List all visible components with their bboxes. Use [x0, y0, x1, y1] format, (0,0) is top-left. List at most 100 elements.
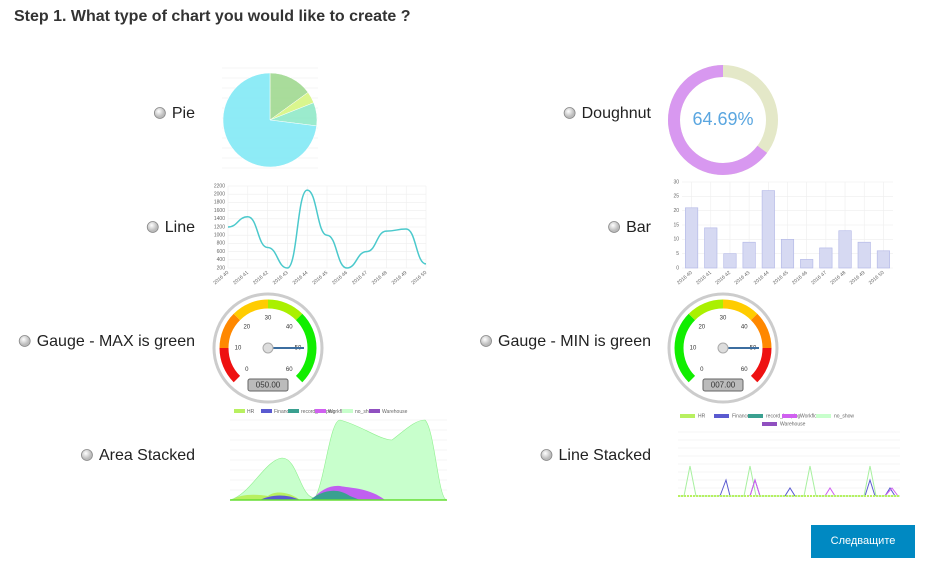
- bar: [819, 247, 833, 269]
- option-label[interactable]: Gauge - MIN is green: [498, 333, 651, 350]
- doughnut-label: 64.69%: [692, 109, 753, 129]
- gauge-scale-label: 60: [286, 367, 293, 373]
- gauge-band: [219, 347, 241, 383]
- legend-swatch: [261, 409, 272, 413]
- x-tick-label: 2016 46: [331, 270, 349, 286]
- area: [260, 495, 300, 500]
- option-label[interactable]: Doughnut: [582, 105, 652, 122]
- gauge-scale-label: 60: [741, 367, 748, 373]
- radio[interactable]: [480, 335, 492, 347]
- gauge-scale-label: 40: [741, 324, 748, 330]
- gauge-scale-label: 20: [698, 324, 705, 330]
- legend-swatch: [714, 414, 729, 418]
- x-tick-label: 2016 42: [714, 270, 732, 286]
- button-label[interactable]: Следващите: [831, 535, 896, 547]
- legend-label: HR: [247, 409, 255, 415]
- radio[interactable]: [18, 335, 31, 347]
- legend-label: Warehouse: [382, 409, 408, 415]
- option-label[interactable]: Pie: [172, 105, 195, 122]
- gauge-band: [295, 313, 317, 383]
- bar: [723, 253, 737, 269]
- gauge-scale-label: 10: [690, 346, 697, 352]
- y-tick-label: 400: [217, 257, 226, 263]
- radio[interactable]: [608, 221, 620, 233]
- gauge-band: [750, 347, 772, 383]
- x-tick-label: 2016 43: [734, 270, 752, 286]
- legend-label: Workflow: [328, 409, 349, 415]
- legend-label: no_show: [834, 413, 854, 419]
- page-title: Step 1. What type of chart you would lik…: [14, 8, 411, 25]
- pie-slice: [222, 72, 317, 168]
- bar: [761, 190, 775, 269]
- x-tick-label: 2016 44: [292, 270, 310, 286]
- gauge-hub: [262, 342, 274, 354]
- y-tick-label: 25: [673, 194, 679, 200]
- radio[interactable]: [563, 107, 576, 119]
- next-button[interactable]: Следващите: [811, 525, 915, 558]
- x-tick-label: 2016 49: [849, 270, 867, 286]
- gauge-band: [688, 299, 724, 321]
- legend-swatch: [315, 409, 326, 413]
- bar: [780, 239, 795, 269]
- legend-swatch: [748, 414, 763, 418]
- legend-swatch: [680, 414, 695, 418]
- x-tick-label: 2016 47: [351, 270, 369, 286]
- x-tick-label: 2016 49: [391, 270, 409, 286]
- x-tick-label: 2016 40: [212, 270, 230, 286]
- bar: [685, 207, 699, 269]
- gauge-readout-box: [702, 378, 744, 392]
- bar: [704, 227, 718, 269]
- y-tick-label: 1400: [214, 216, 225, 222]
- x-tick-label: 2016 50: [868, 270, 886, 286]
- y-tick-label: 5: [676, 251, 679, 257]
- x-tick-label: 2016 45: [772, 270, 790, 286]
- area: [229, 419, 448, 501]
- gauge-readout: 050.00: [256, 381, 281, 390]
- radio[interactable]: [153, 107, 166, 119]
- gauge-readout: 007.00: [711, 381, 736, 390]
- legend-label: Warehouse: [780, 421, 806, 427]
- option-label[interactable]: Line Stacked: [558, 447, 651, 464]
- y-tick-label: 200: [217, 265, 226, 271]
- gauge-hub: [717, 342, 729, 354]
- radio[interactable]: [146, 221, 159, 233]
- radio[interactable]: [540, 449, 553, 461]
- gauge-band: [674, 313, 696, 383]
- y-tick-label: 30: [673, 179, 679, 185]
- y-tick-label: 1000: [214, 233, 225, 239]
- gauge-band: [750, 313, 772, 349]
- y-tick-label: 1800: [214, 200, 225, 206]
- gauge-band: [219, 313, 241, 349]
- doughnut-arc: [668, 65, 778, 175]
- gauge-scale-label: 30: [720, 316, 727, 322]
- legend-label: Finance: [732, 413, 750, 419]
- legend-swatch: [762, 422, 777, 426]
- y-tick-label: 2200: [214, 183, 225, 189]
- gauge-readout-box: [247, 378, 289, 392]
- gauge-scale-label: 10: [235, 346, 242, 352]
- radio[interactable]: [81, 449, 93, 461]
- y-tick-label: 600: [217, 249, 226, 255]
- option-label[interactable]: Line: [165, 219, 195, 236]
- legend-label: Workflow: [800, 413, 821, 419]
- option-label[interactable]: Area Stacked: [99, 447, 195, 464]
- gauge-band: [722, 299, 758, 321]
- button-bg[interactable]: [811, 525, 915, 558]
- y-tick-label: 1200: [214, 224, 225, 230]
- line-series: [749, 478, 899, 497]
- x-tick-label: 2016 47: [810, 270, 828, 286]
- option-label[interactable]: Gauge - MAX is green: [37, 333, 195, 350]
- y-tick-label: 800: [217, 241, 226, 247]
- y-tick-label: 15: [673, 222, 679, 228]
- bar: [800, 259, 814, 269]
- y-tick-label: 20: [673, 208, 679, 214]
- option-label[interactable]: Bar: [626, 219, 652, 236]
- x-tick-label: 2016 43: [272, 270, 290, 286]
- bar: [876, 250, 890, 269]
- y-tick-label: 2000: [214, 192, 225, 198]
- legend-swatch: [342, 409, 353, 413]
- x-tick-label: 2016 42: [252, 270, 270, 286]
- legend-swatch: [234, 409, 245, 413]
- y-tick-label: 1600: [214, 208, 225, 214]
